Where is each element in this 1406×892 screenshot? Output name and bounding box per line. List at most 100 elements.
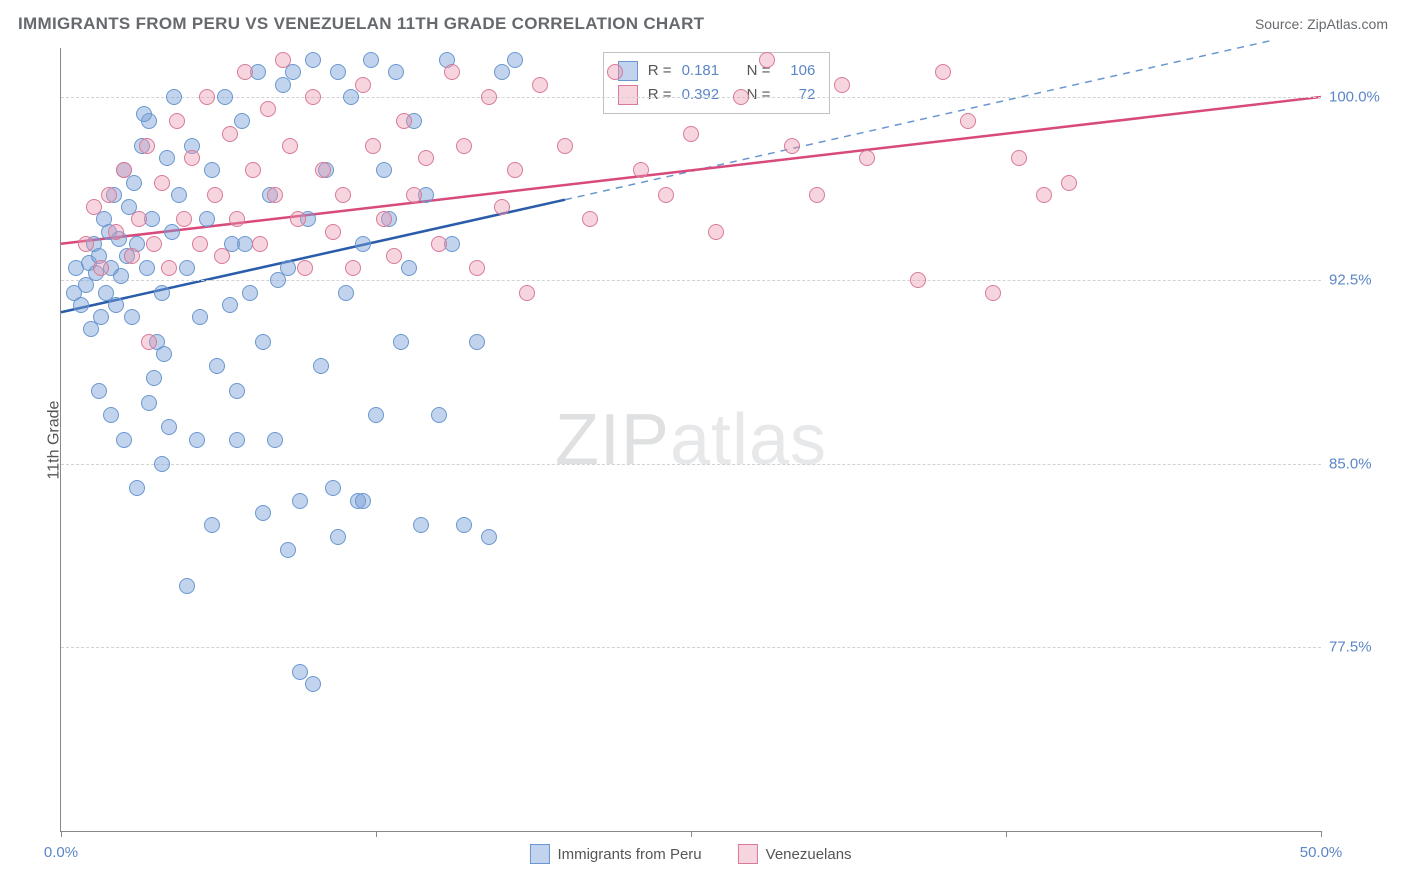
scatter-point [222,297,238,313]
plot-area: 11th Grade ZIPatlas R =0.181N =106R =0.3… [60,48,1321,832]
scatter-point [582,211,598,227]
scatter-point [242,285,258,301]
scatter-point [759,52,775,68]
scatter-point [355,493,371,509]
legend-n-label: N = [747,83,771,107]
legend-stats: R =0.181N =106R =0.392N =72 [603,52,831,114]
scatter-point [456,138,472,154]
scatter-point [136,106,152,122]
scatter-point [469,260,485,276]
scatter-point [164,224,180,240]
scatter-point [270,272,286,288]
scatter-point [393,334,409,350]
scatter-point [161,260,177,276]
legend-series-label: Immigrants from Peru [557,846,701,863]
scatter-point [335,187,351,203]
scatter-point [305,676,321,692]
scatter-point [184,150,200,166]
scatter-point [103,407,119,423]
scatter-point [207,187,223,203]
scatter-point [237,64,253,80]
legend-r-value: 0.392 [682,83,737,107]
scatter-point [376,162,392,178]
scatter-point [834,77,850,93]
x-tick-mark [1321,831,1322,837]
scatter-point [255,334,271,350]
scatter-point [154,285,170,301]
legend-r-label: R = [648,59,672,83]
scatter-point [166,89,182,105]
scatter-point [159,150,175,166]
scatter-point [305,89,321,105]
scatter-point [733,89,749,105]
scatter-point [146,370,162,386]
legend-n-value: 106 [780,59,815,83]
scatter-point [189,432,205,448]
scatter-point [141,334,157,350]
scatter-point [154,175,170,191]
x-tick-mark [61,831,62,837]
scatter-point [204,517,220,533]
grid-line [61,464,1321,465]
scatter-point [1011,150,1027,166]
y-tick-label: 92.5% [1329,272,1399,289]
scatter-point [260,101,276,117]
scatter-point [229,383,245,399]
x-tick-label: 0.0% [44,844,78,861]
legend-swatch [738,844,758,864]
scatter-point [376,211,392,227]
scatter-point [192,236,208,252]
scatter-point [108,297,124,313]
scatter-point [859,150,875,166]
scatter-point [255,505,271,521]
y-tick-label: 100.0% [1329,88,1399,105]
x-tick-label: 50.0% [1300,844,1343,861]
scatter-point [204,162,220,178]
scatter-point [809,187,825,203]
scatter-point [330,529,346,545]
scatter-point [124,309,140,325]
scatter-point [116,432,132,448]
scatter-point [229,432,245,448]
scatter-point [396,113,412,129]
scatter-point [386,248,402,264]
scatter-point [154,456,170,472]
scatter-point [784,138,800,154]
legend-series-label: Venezuelans [766,846,852,863]
source-name: ZipAtlas.com [1307,16,1388,32]
scatter-point [935,64,951,80]
legend-r-value: 0.181 [682,59,737,83]
legend-stats-row: R =0.392N =72 [618,83,816,107]
scatter-point [93,260,109,276]
chart-title: IMMIGRANTS FROM PERU VS VENEZUELAN 11TH … [18,14,704,34]
scatter-point [297,260,313,276]
scatter-point [607,64,623,80]
scatter-point [910,272,926,288]
grid-line [61,97,1321,98]
plot-canvas: ZIPatlas R =0.181N =106R =0.392N =72 77.… [60,48,1321,832]
scatter-point [481,89,497,105]
legend-r-label: R = [648,83,672,107]
scatter-point [444,64,460,80]
x-tick-mark [1006,831,1007,837]
scatter-point [113,268,129,284]
scatter-point [355,236,371,252]
scatter-point [179,578,195,594]
scatter-point [101,187,117,203]
scatter-point [282,138,298,154]
legend-series-item: Immigrants from Peru [529,844,701,864]
legend-stats-row: R =0.181N =106 [618,59,816,83]
scatter-point [431,407,447,423]
scatter-point [658,187,674,203]
scatter-point [494,199,510,215]
scatter-point [176,211,192,227]
y-tick-label: 77.5% [1329,639,1399,656]
scatter-point [431,236,447,252]
scatter-point [234,113,250,129]
scatter-point [91,383,107,399]
scatter-point [86,199,102,215]
scatter-point [315,162,331,178]
scatter-point [199,89,215,105]
scatter-point [507,162,523,178]
scatter-point [708,224,724,240]
